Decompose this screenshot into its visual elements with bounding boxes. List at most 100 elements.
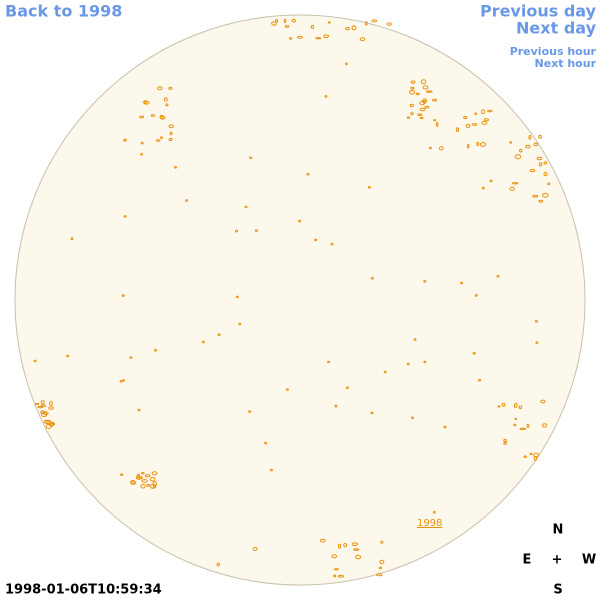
contour <box>168 124 174 129</box>
contour <box>291 18 296 23</box>
contour <box>509 186 515 191</box>
contour <box>422 85 429 90</box>
contour <box>455 127 459 133</box>
contour <box>460 281 464 285</box>
contour <box>435 122 439 127</box>
contour <box>496 274 500 278</box>
contour <box>138 476 143 480</box>
contour <box>465 123 471 128</box>
contour <box>513 423 517 427</box>
contour <box>525 144 531 149</box>
contour <box>334 404 338 408</box>
contour <box>471 123 478 126</box>
contour <box>48 406 54 410</box>
contour <box>433 119 437 122</box>
contour <box>519 148 523 153</box>
contour <box>165 103 169 107</box>
contour <box>542 192 549 198</box>
contour <box>123 138 127 142</box>
contour <box>359 37 366 42</box>
contour <box>66 354 70 358</box>
contour <box>216 562 220 567</box>
contour <box>497 405 501 408</box>
contour <box>483 118 490 122</box>
contour <box>40 400 45 405</box>
contour <box>538 134 542 139</box>
contour <box>150 114 156 117</box>
next-day-link[interactable]: Next day <box>516 19 597 38</box>
contour <box>40 404 46 408</box>
contour <box>547 182 551 185</box>
contour <box>168 86 173 90</box>
region-label[interactable]: 1998 <box>417 518 442 529</box>
contour <box>466 143 470 149</box>
contour <box>298 219 302 223</box>
back-link[interactable]: Back to 1998 <box>5 2 122 21</box>
compass-west: W <box>582 553 596 568</box>
contour <box>315 37 322 40</box>
contour <box>367 186 371 189</box>
contour <box>271 21 277 26</box>
contour <box>121 294 125 297</box>
compass-center: + <box>552 553 563 568</box>
contour <box>235 295 239 299</box>
contour <box>269 468 273 472</box>
contour <box>217 333 221 336</box>
contour <box>351 542 358 547</box>
contour <box>419 116 424 120</box>
contour <box>532 194 539 198</box>
contour <box>476 141 480 147</box>
contour <box>33 359 37 363</box>
contour <box>518 405 523 410</box>
contour <box>519 427 527 430</box>
contour <box>344 62 348 66</box>
contour <box>417 113 423 116</box>
contour <box>345 386 349 390</box>
previous-hour-link[interactable]: Previous hour <box>510 45 597 58</box>
contour <box>297 35 303 39</box>
contour <box>139 115 145 119</box>
contour <box>264 441 268 445</box>
contour <box>371 19 378 23</box>
contour <box>330 242 334 246</box>
contour <box>514 417 518 420</box>
contour <box>489 179 493 183</box>
contour <box>383 370 387 374</box>
contour <box>333 568 339 571</box>
contour <box>480 109 485 115</box>
contour <box>478 378 481 382</box>
contour <box>185 199 189 202</box>
solar-disk <box>14 14 586 586</box>
contour <box>540 399 546 404</box>
contour <box>160 115 166 120</box>
contour <box>379 559 385 565</box>
contour <box>70 237 74 240</box>
contour <box>501 402 506 407</box>
contour <box>140 483 146 489</box>
contour <box>345 27 351 31</box>
contour <box>249 156 253 160</box>
contour <box>149 477 156 482</box>
contour <box>536 156 543 161</box>
contour <box>481 186 485 190</box>
contour <box>409 89 416 95</box>
contour <box>353 548 360 551</box>
contour <box>152 484 157 489</box>
contour <box>137 408 141 412</box>
contour <box>474 294 478 297</box>
contour <box>146 483 151 487</box>
contour <box>428 146 432 150</box>
contour <box>119 380 123 383</box>
contour <box>386 22 392 26</box>
contour <box>432 98 438 102</box>
contour <box>543 161 548 165</box>
compass-north: N <box>553 523 564 538</box>
contour <box>378 566 383 570</box>
contour <box>145 474 151 478</box>
previous-day-link[interactable]: Previous day <box>480 2 597 21</box>
next-hour-link[interactable]: Next hour <box>535 57 597 70</box>
contour <box>140 141 144 145</box>
contour <box>370 411 374 415</box>
contour <box>423 360 427 364</box>
contour <box>474 112 478 116</box>
